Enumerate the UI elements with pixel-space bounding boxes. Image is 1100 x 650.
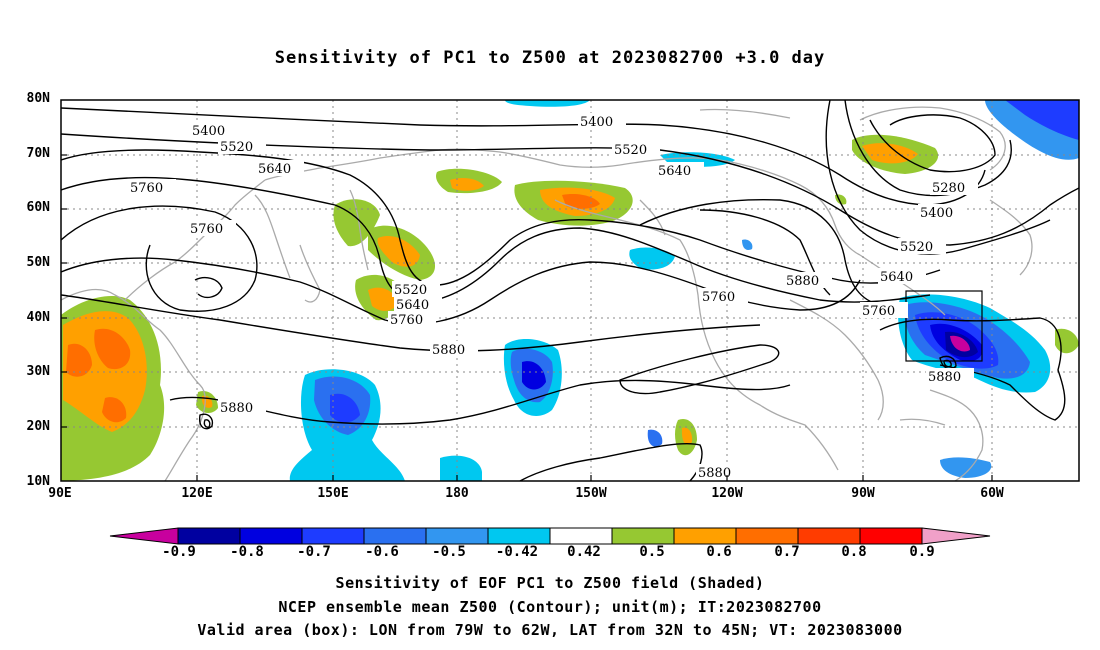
contour-label: 5880 — [432, 343, 465, 358]
colorbar-swatch — [673, 527, 737, 545]
contour-label: 5880 — [786, 274, 819, 289]
colorbar-label: 0.5 — [639, 544, 665, 560]
lon-label: 120W — [711, 486, 743, 501]
colorbar-swatch — [425, 527, 489, 545]
caption-line-2: NCEP ensemble mean Z500 (Contour); unit(… — [278, 598, 822, 616]
colorbar-label: -0.8 — [230, 544, 264, 560]
colorbar-swatch — [549, 527, 613, 545]
colorbar-label: -0.42 — [495, 544, 539, 560]
colorbar-label: -0.6 — [365, 544, 399, 560]
contour-label: 5880 — [698, 466, 731, 481]
colorbar-swatch — [735, 527, 799, 545]
lat-label: 60N — [26, 200, 50, 215]
lat-label: 10N — [26, 474, 50, 489]
gridlines — [61, 100, 1079, 481]
colorbar-end-low — [109, 527, 179, 545]
colorbar-label: 0.42 — [567, 544, 601, 560]
lat-label: 70N — [26, 146, 50, 161]
contour-label: 5760 — [190, 222, 223, 237]
colorbar — [109, 527, 991, 545]
contour-label: 5760 — [862, 304, 895, 319]
colorbar-label: 0.6 — [706, 544, 732, 560]
contour-label: 5280 — [932, 181, 965, 196]
z500-contours — [61, 100, 1079, 481]
colorbar-label: 0.7 — [774, 544, 800, 560]
contour-label: 5400 — [920, 206, 953, 221]
colorbar-swatch — [859, 527, 923, 545]
contour-label: 5400 — [192, 124, 225, 139]
lon-label: 150E — [317, 486, 349, 501]
contour-label: 5520 — [900, 240, 933, 255]
colorbar-end-high — [921, 527, 991, 545]
lon-label: 90W — [851, 486, 875, 501]
lon-label: 90E — [48, 486, 72, 501]
lat-label: 30N — [26, 364, 50, 379]
lon-label: 120E — [181, 486, 213, 501]
contour-label: 5760 — [702, 290, 735, 305]
colorbar-label: -0.9 — [162, 544, 196, 560]
contour-label: 5880 — [928, 370, 961, 385]
contour-label: 5760 — [130, 181, 163, 196]
lon-label: 60W — [980, 486, 1004, 501]
contour-label: 5640 — [658, 164, 691, 179]
axis-ticks — [61, 154, 993, 481]
contour-label: 5400 — [580, 115, 613, 130]
plot-frame — [60, 99, 1080, 482]
contour-label: 5640 — [258, 162, 291, 177]
map-title: Sensitivity of PC1 to Z500 at 2023082700… — [274, 48, 826, 68]
contour-label: 5520 — [220, 140, 253, 155]
valid-area-box — [905, 290, 983, 362]
colorbar-swatch — [487, 527, 551, 545]
colorbar-swatch — [177, 527, 241, 545]
contour-label: 5880 — [220, 401, 253, 416]
contour-label: 5760 — [390, 313, 423, 328]
lat-label: 50N — [26, 255, 50, 270]
lat-label: 80N — [26, 91, 50, 106]
contour-label: 5520 — [394, 283, 427, 298]
colorbar-swatch — [363, 527, 427, 545]
caption-line-3: Valid area (box): LON from 79W to 62W, L… — [197, 621, 903, 639]
lat-label: 20N — [26, 419, 50, 434]
colorbar-label: -0.5 — [432, 544, 466, 560]
colorbar-swatch — [239, 527, 303, 545]
colorbar-label: 0.8 — [841, 544, 867, 560]
colorbar-label: -0.7 — [297, 544, 331, 560]
colorbar-swatch — [611, 527, 675, 545]
contour-label: 5640 — [396, 298, 429, 313]
lat-label: 40N — [26, 310, 50, 325]
contour-label: 5640 — [880, 270, 913, 285]
lon-label: 180 — [445, 486, 469, 501]
colorbar-swatch — [797, 527, 861, 545]
colorbar-label: 0.9 — [909, 544, 935, 560]
colorbar-swatch — [301, 527, 365, 545]
contour-labels: 5400 5400 5520 5520 5640 5640 5760 5760 … — [128, 113, 978, 481]
contour-label: 5520 — [614, 143, 647, 158]
lon-label: 150W — [575, 486, 607, 501]
caption-line-1: Sensitivity of EOF PC1 to Z500 field (Sh… — [335, 574, 765, 592]
